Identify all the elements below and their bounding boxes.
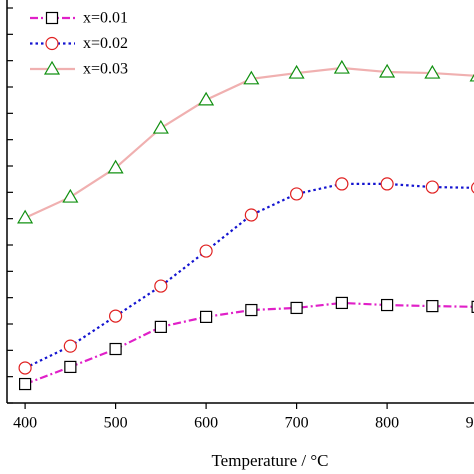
- marker: [18, 361, 32, 375]
- marker: [108, 309, 123, 323]
- marker: [380, 177, 394, 191]
- marker: [107, 159, 124, 174]
- marker: [198, 91, 215, 106]
- marker: [109, 342, 122, 356]
- marker: [290, 301, 303, 315]
- series-line: [24, 301, 474, 386]
- marker: [379, 63, 396, 78]
- marker: [154, 279, 168, 293]
- marker: [335, 177, 349, 191]
- marker: [471, 300, 474, 313]
- marker: [200, 310, 213, 323]
- x-tick-label: 400: [13, 415, 37, 432]
- x-axis-label: Temperature / °C: [211, 451, 328, 470]
- legend-marker: [43, 60, 61, 75]
- marker: [424, 64, 441, 79]
- marker: [19, 377, 32, 391]
- x-tick-label: 500: [104, 415, 128, 432]
- x-tick-label: 600: [194, 415, 218, 432]
- legend-marker: [45, 11, 59, 25]
- legend-label: x=0.01: [83, 10, 128, 27]
- x-tick-label: 800: [375, 415, 399, 432]
- marker: [244, 208, 258, 222]
- legend-marker: [45, 36, 59, 51]
- marker: [426, 299, 439, 313]
- marker: [471, 182, 474, 194]
- marker: [62, 188, 79, 203]
- marker: [154, 320, 167, 333]
- legend-label: x=0.03: [83, 61, 128, 78]
- series-line: [24, 182, 474, 369]
- marker: [381, 298, 394, 312]
- marker: [335, 296, 348, 310]
- marker: [64, 360, 77, 374]
- marker: [333, 59, 350, 74]
- marker: [17, 209, 34, 224]
- marker: [245, 303, 258, 317]
- marker: [63, 339, 77, 353]
- series-line: [24, 66, 474, 219]
- legend-label: x=0.02: [83, 35, 128, 52]
- marker: [288, 64, 305, 79]
- x-tick-label: 700: [285, 415, 309, 432]
- marker: [469, 73, 474, 82]
- marker: [425, 180, 439, 194]
- marker: [152, 119, 169, 134]
- marker: [199, 244, 213, 258]
- marker: [290, 187, 304, 201]
- x-tick-label: 900: [466, 415, 474, 432]
- marker: [243, 70, 260, 85]
